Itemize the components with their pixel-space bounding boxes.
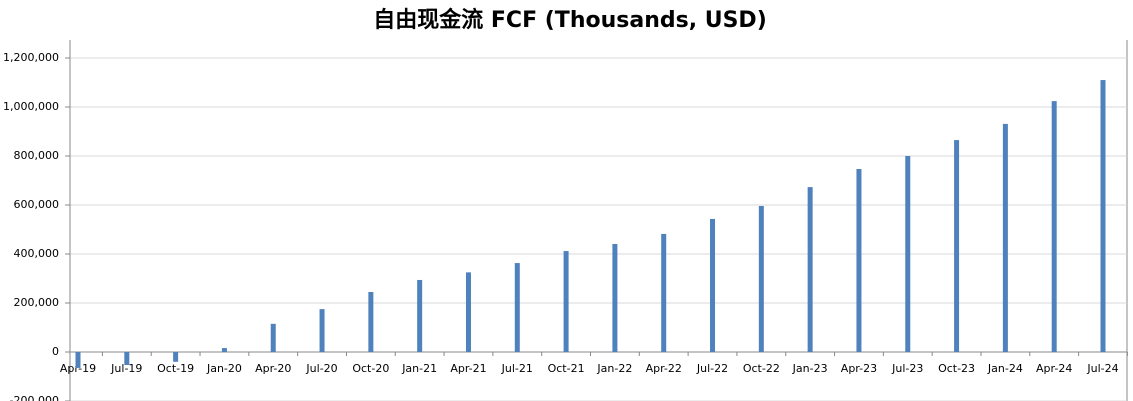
bar <box>1051 101 1057 353</box>
y-tick-label: 400,000 <box>14 247 60 260</box>
bar <box>270 323 276 352</box>
bar <box>905 156 911 352</box>
x-tick-label: Oct-23 <box>938 362 975 375</box>
bar <box>465 272 471 352</box>
x-tick-label: Apr-23 <box>841 362 877 375</box>
x-tick-label: Apr-22 <box>646 362 682 375</box>
x-tick-label: Apr-19 <box>60 362 96 375</box>
bar <box>75 352 81 368</box>
x-tick-label: Apr-21 <box>450 362 486 375</box>
y-tick-label: 0 <box>52 345 59 358</box>
x-tick-label: Jul-22 <box>696 362 728 375</box>
bar <box>514 263 520 352</box>
bar <box>710 218 716 352</box>
bar <box>807 187 813 352</box>
bar <box>1100 80 1106 353</box>
x-tick-label: Jul-23 <box>891 362 923 375</box>
y-tick-label: 1,000,000 <box>3 100 59 113</box>
x-tick-label: Jul-20 <box>305 362 337 375</box>
bar <box>221 348 227 352</box>
x-tick-label: Oct-21 <box>548 362 585 375</box>
x-tick-label: Oct-22 <box>743 362 780 375</box>
bar <box>1002 123 1008 352</box>
x-tick-label: Jan-24 <box>987 362 1023 375</box>
x-tick-label: Jan-20 <box>206 362 242 375</box>
y-tick-label: 600,000 <box>14 198 60 211</box>
bar <box>563 251 569 352</box>
y-tick-label: -200,000 <box>10 394 59 401</box>
bar <box>954 140 960 352</box>
bar <box>661 233 667 352</box>
bar <box>319 309 325 352</box>
x-tick-label: Jul-21 <box>501 362 533 375</box>
bar <box>856 168 862 352</box>
x-tick-label: Apr-20 <box>255 362 291 375</box>
bar <box>612 243 618 352</box>
x-tick-label: Jul-19 <box>110 362 142 375</box>
x-tick-label: Apr-24 <box>1036 362 1072 375</box>
x-tick-label: Jul-24 <box>1086 362 1118 375</box>
x-tick-label: Jan-22 <box>596 362 632 375</box>
y-tick-label: 1,200,000 <box>3 51 59 64</box>
x-tick-label: Oct-19 <box>157 362 194 375</box>
bar <box>758 205 764 352</box>
y-tick-label: 800,000 <box>14 149 60 162</box>
chart-title: 自由现金流 FCF (Thousands, USD) <box>373 7 767 33</box>
y-tick-label: 200,000 <box>14 296 60 309</box>
bar <box>417 279 423 352</box>
x-tick-label: Oct-20 <box>352 362 389 375</box>
bar <box>124 352 130 365</box>
bar <box>173 352 179 362</box>
bar <box>368 291 374 352</box>
x-tick-label: Jan-23 <box>792 362 828 375</box>
x-tick-label: Jan-21 <box>401 362 437 375</box>
